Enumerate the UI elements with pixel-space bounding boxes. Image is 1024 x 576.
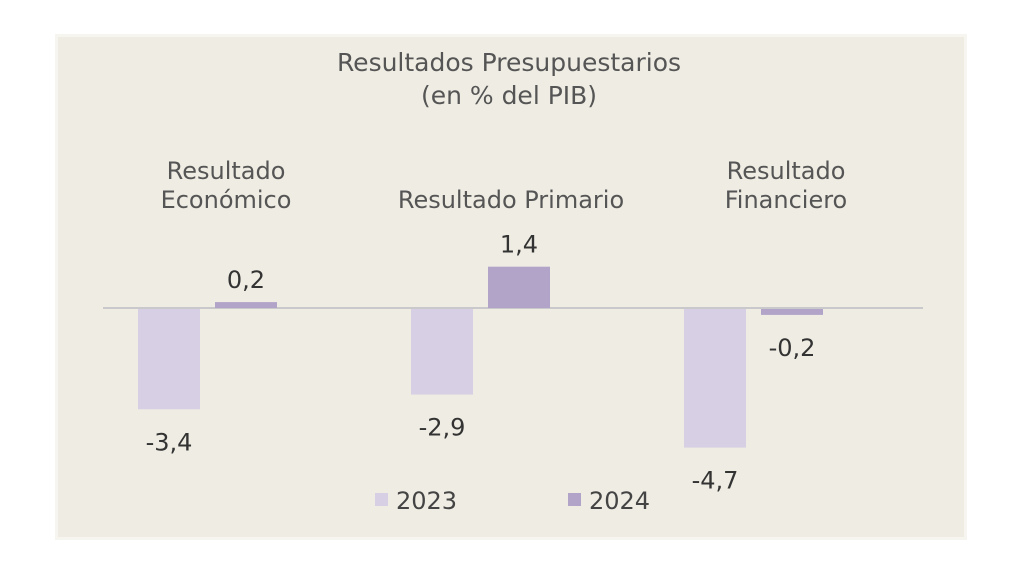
bar-chart: Resultados Presupuestarios (en % del PIB…	[103, 48, 923, 515]
chart-card: Resultados Presupuestarios (en % del PIB…	[55, 34, 967, 540]
legend-swatch-2024	[568, 493, 581, 506]
bar-2023-1	[411, 309, 473, 395]
category-label-0-1: Económico	[161, 186, 292, 214]
value-label-2024-2: -0,2	[769, 334, 816, 362]
bar-2024-0	[215, 302, 277, 308]
category-label-0-0: Resultado	[167, 157, 286, 185]
value-label-2023-2: -4,7	[692, 467, 739, 495]
category-label-2-1: Financiero	[725, 186, 848, 214]
legend-label-2023: 2023	[396, 487, 457, 515]
bar-2024-1	[488, 266, 550, 308]
legend-swatch-2023	[375, 493, 388, 506]
bar-2024-2	[761, 309, 823, 315]
category-label-1-0: Resultado Primario	[398, 186, 624, 214]
value-label-2024-1: 1,4	[500, 231, 538, 259]
value-label-2023-0: -3,4	[146, 428, 193, 456]
chart-subtitle: (en % del PIB)	[421, 81, 597, 110]
value-label-2024-0: 0,2	[227, 266, 265, 294]
bar-2023-0	[138, 309, 200, 410]
bar-2023-2	[684, 309, 746, 448]
chart-title: Resultados Presupuestarios	[337, 48, 681, 77]
category-label-2-0: Resultado	[727, 157, 846, 185]
legend-label-2024: 2024	[589, 487, 650, 515]
value-label-2023-1: -2,9	[419, 414, 466, 442]
